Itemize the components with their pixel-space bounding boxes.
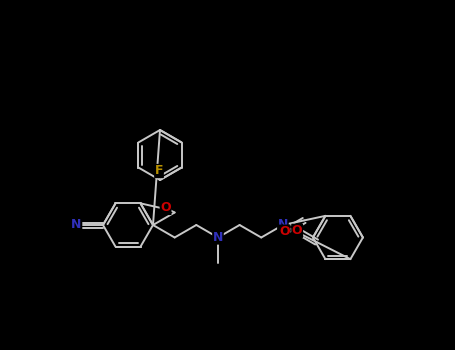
Text: O: O bbox=[160, 201, 171, 215]
Text: O: O bbox=[279, 225, 290, 238]
Text: N: N bbox=[71, 218, 82, 231]
Text: F: F bbox=[155, 164, 163, 177]
Text: N: N bbox=[213, 231, 223, 244]
Text: N: N bbox=[278, 218, 288, 231]
Text: O: O bbox=[292, 224, 303, 237]
